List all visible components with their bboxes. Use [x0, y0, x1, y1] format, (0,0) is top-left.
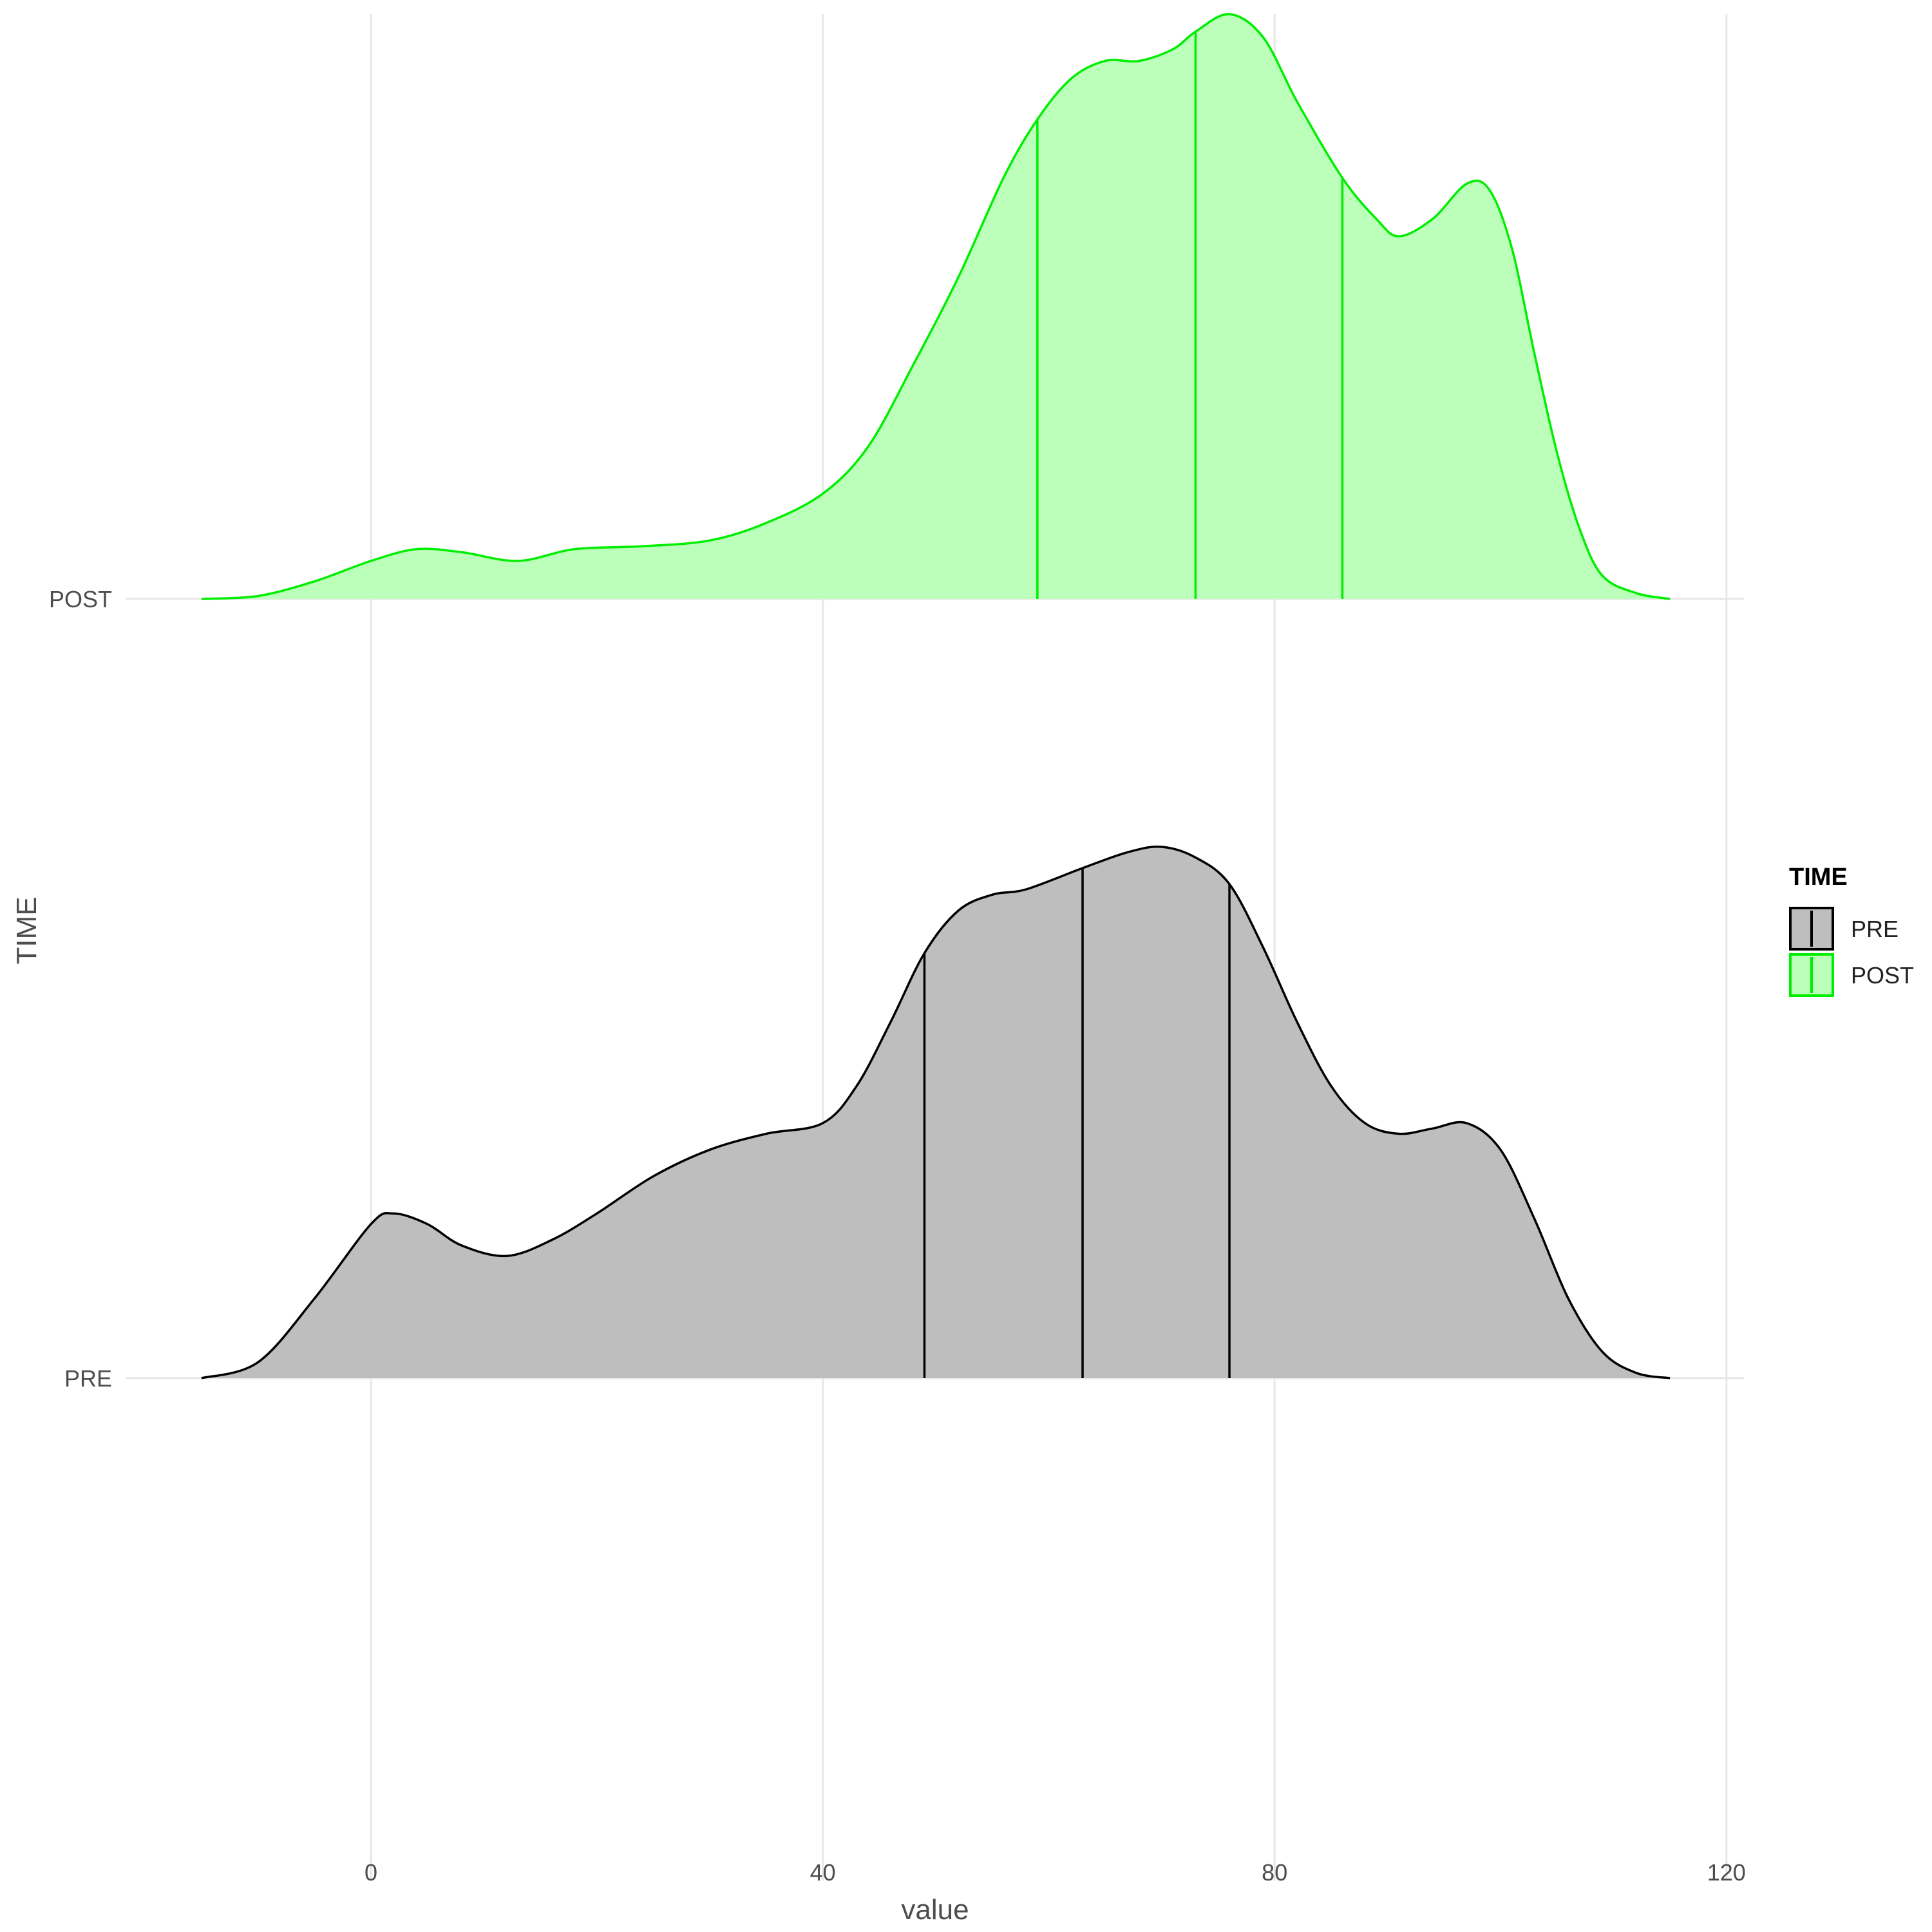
x-axis-title: value	[901, 1894, 969, 1926]
y-axis-ticks: PRE POST	[49, 586, 112, 1392]
density-line-pre	[201, 845, 1671, 1379]
y-tick-label: POST	[49, 586, 112, 612]
legend-label: PRE	[1851, 916, 1899, 942]
legend: TIME PRE POST	[1789, 864, 1914, 997]
density-area-post	[201, 14, 1671, 599]
density-area-pre	[201, 846, 1671, 1378]
x-tick-label: 0	[365, 1859, 377, 1886]
density-line-post	[201, 13, 1671, 600]
density-ridges	[201, 13, 1671, 1379]
legend-item-post: POST	[1789, 953, 1914, 997]
y-tick-label: PRE	[64, 1365, 112, 1392]
legend-item-pre: PRE	[1789, 907, 1899, 951]
y-axis-title: TIME	[11, 896, 43, 964]
ridge-pre	[201, 845, 1671, 1379]
x-tick-label: 120	[1707, 1859, 1746, 1886]
x-axis-ticks: 0 40 80 120	[365, 1859, 1746, 1886]
ridge-post	[201, 13, 1671, 600]
legend-items: PRE POST	[1789, 907, 1914, 997]
legend-title: TIME	[1789, 864, 1848, 891]
x-tick-label: 40	[810, 1859, 836, 1886]
legend-label: POST	[1851, 962, 1914, 989]
x-tick-label: 80	[1262, 1859, 1287, 1886]
